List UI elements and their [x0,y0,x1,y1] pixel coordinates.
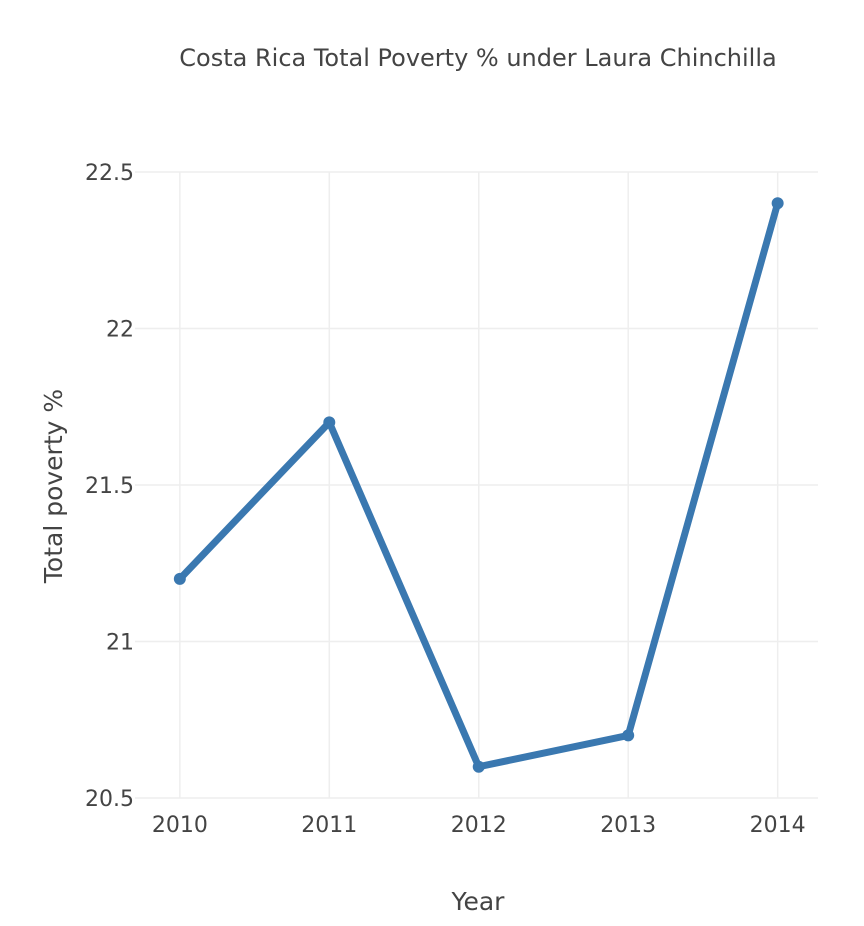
x-axis-label: Year [451,887,506,916]
data-point[interactable] [622,729,635,742]
grid-lines [135,171,818,799]
x-tick-label: 2012 [451,813,507,838]
y-axis-label: Total poverty % [39,389,68,584]
x-tick-label: 2011 [301,813,357,838]
data-point[interactable] [173,572,186,585]
y-tick-label: 22.5 [85,161,134,186]
x-tick-label: 2014 [750,813,806,838]
y-tick-label: 21 [106,631,134,656]
y-tick-label: 22 [106,318,134,343]
y-tick-label: 21.5 [85,474,134,499]
data-point[interactable] [323,416,336,429]
series-layer [173,197,784,773]
axes: 20.5 21 21.5 22 22.5 2010 2011 2012 2013 2014 [85,161,806,838]
data-point[interactable] [472,760,485,773]
x-tick-label: 2010 [152,813,208,838]
data-point[interactable] [771,197,784,210]
chart-title: Costa Rica Total Poverty % under Laura C… [179,44,776,72]
x-tick-label: 2013 [600,813,656,838]
y-tick-label: 20.5 [85,787,134,812]
